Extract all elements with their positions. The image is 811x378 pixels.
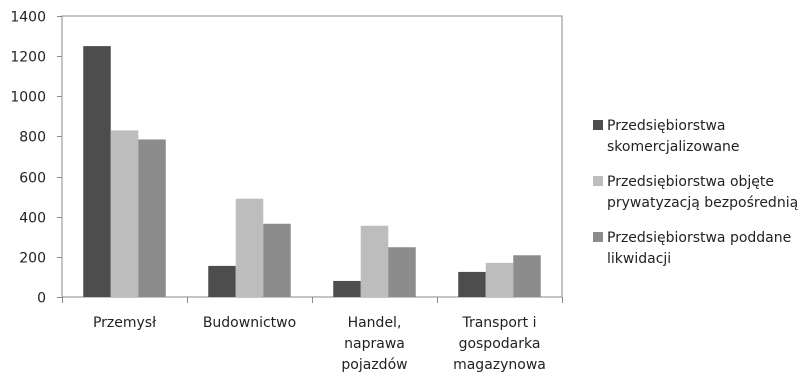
bar [388,247,416,297]
bar [208,265,236,297]
bar [360,225,389,297]
bar [485,262,514,297]
legend-label: Przedsiębiorstwa [607,118,726,134]
y-tick-label: 400 [19,211,46,227]
y-tick-label: 0 [37,291,46,307]
bar [263,223,291,297]
legend: Przedsiębiorstwa skomercjalizowane Przedsi… [593,118,798,267]
category-label: magazynowa [453,357,546,373]
x-axis: Przemysł Budownictwo Handel, naprawa pojazdó… [93,315,546,373]
y-tick-label: 200 [19,251,46,267]
bar [83,46,111,297]
bar [333,280,361,297]
legend-swatch [593,232,603,242]
bar [513,255,541,297]
category-label: Handel, [348,315,402,331]
category-label: Transport i [461,315,536,331]
y-tick-label: 800 [19,130,46,146]
legend-label: likwidacji [607,251,671,267]
legend-label: skomercjalizowane [607,139,740,155]
y-tick-label: 1200 [10,50,46,66]
y-tick-label: 1000 [10,90,46,106]
legend-swatch [593,120,603,130]
category-label: Przemysł [93,315,156,331]
bar [138,139,166,297]
bar [235,198,264,297]
legend-label: prywatyzacją bezpośrednią [607,195,798,211]
category-label: Budownictwo [203,315,296,331]
y-tick-label: 600 [19,171,46,187]
category-label: gospodarka [459,336,541,352]
bars [83,46,541,297]
bar [458,271,486,297]
category-label: naprawa [344,336,405,352]
y-tick-label: 1400 [10,10,46,26]
category-label: pojazdów [341,357,407,373]
legend-label: Przedsiębiorstwa poddane [607,230,791,246]
bar [110,130,139,297]
legend-label: Przedsiębiorstwa objęte [607,174,774,190]
y-axis: 0 200 400 600 800 1000 1200 1400 [10,10,563,307]
legend-swatch [593,176,603,186]
